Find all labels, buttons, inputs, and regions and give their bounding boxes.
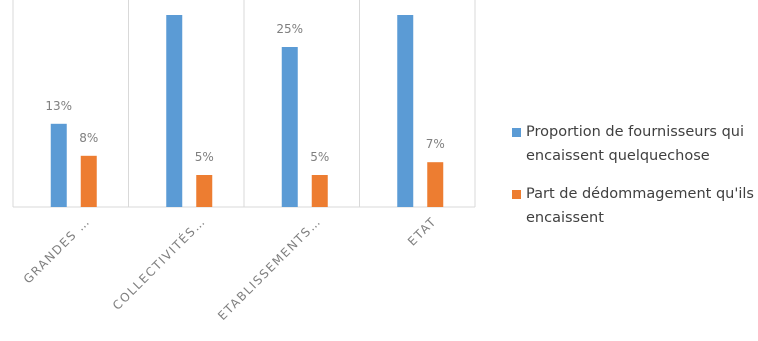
x-tick-label: COLLECTIVITÉS… [109, 214, 208, 313]
bar [196, 175, 213, 207]
x-tick-label: ETABLISSEMENTS… [215, 214, 324, 323]
legend-entry: Part de dédommagement qu'ils encaissent [510, 182, 755, 230]
x-tick-label: GRANDES … [21, 214, 93, 286]
bar [80, 155, 97, 207]
bar [311, 175, 328, 207]
bar [427, 162, 444, 207]
data-label: 25% [276, 22, 303, 36]
bar [281, 47, 298, 207]
x-tick-label: ETAT [405, 214, 439, 248]
data-label: 13% [45, 99, 72, 113]
bar [397, 15, 414, 207]
bar [166, 15, 183, 207]
data-label: 7% [426, 137, 445, 151]
legend-label: Proportion de fournisseurs qui encaissen… [526, 124, 745, 164]
legend-swatch [512, 128, 521, 137]
data-label: 8% [79, 131, 98, 145]
bar [50, 123, 67, 207]
data-label: 5% [310, 150, 329, 164]
data-label: 5% [195, 150, 214, 164]
legend-label: Part de dédommagement qu'ils encaissent [526, 186, 754, 226]
legend-swatch [512, 190, 521, 199]
legend-entry: Proportion de fournisseurs qui encaissen… [510, 120, 755, 168]
